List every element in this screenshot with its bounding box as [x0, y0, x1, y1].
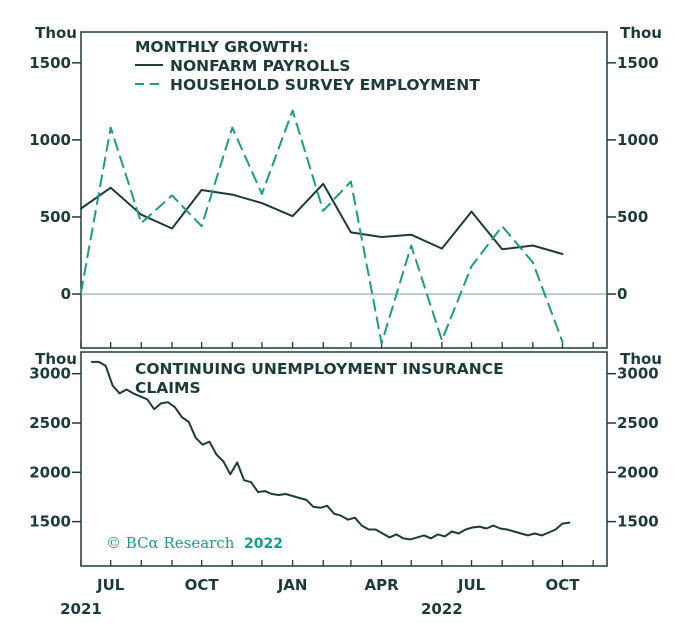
- y-tick-label-left: 1500: [29, 54, 71, 72]
- x-tick-label: JUL: [96, 576, 125, 594]
- panel-2-unit-right: Thou: [620, 350, 662, 368]
- series-line-household-survey-employment: [80, 109, 564, 345]
- y-tick-label-left: 2000: [29, 463, 71, 481]
- panel-1-unit-right: Thou: [620, 24, 662, 42]
- panel-2-title-line-1: CONTINUING UNEMPLOYMENT INSURANCE: [135, 360, 504, 378]
- x-tick-label: APR: [364, 576, 399, 594]
- panel-monthly-growth: 0 0 500 500 1000 1000 1500 1500 Thou Thou MONTH…: [29, 24, 662, 349]
- panel-continuing-claims-frame: [80, 351, 608, 567]
- x-year-label: 2022: [421, 600, 463, 618]
- y-tick-label-left: 500: [40, 208, 71, 226]
- brand-mark: © BCα Research: [106, 534, 235, 552]
- x-year-label: 2021: [60, 600, 102, 618]
- y-tick-label-left: 2500: [29, 414, 71, 432]
- panel-2-unit-left: Thou: [35, 350, 77, 368]
- y-tick-label-right: 2000: [617, 463, 659, 481]
- series-line-nonfarm-payrolls: [80, 182, 564, 255]
- series-line-continuing-claims: [90, 360, 571, 541]
- x-tick-label: JUL: [457, 576, 486, 594]
- panel-1-title: MONTHLY GROWTH:: [135, 38, 309, 56]
- y-tick-label-right: 1000: [617, 131, 659, 149]
- y-tick-label-right: 0: [617, 285, 627, 303]
- panel-monthly-growth-frame: [80, 31, 608, 349]
- x-tick-label: OCT: [185, 576, 220, 594]
- panel-continuing-claims: 1500 1500 2000 2000 2500 2500 3000 3000 Thou Th…: [29, 350, 662, 567]
- y-tick-label-left: 0: [61, 285, 71, 303]
- y-tick-label-right: 2500: [617, 414, 659, 432]
- x-tick-label: OCT: [546, 576, 581, 594]
- x-axis-labels: JUL OCT JAN APR JUL OCT 2021 2022: [60, 576, 580, 618]
- panel-1-unit-left: Thou: [35, 24, 77, 42]
- legend-household-label: HOUSEHOLD SURVEY EMPLOYMENT: [170, 76, 480, 94]
- y-tick-label-left: 3000: [29, 365, 71, 383]
- y-tick-label-left: 1000: [29, 131, 71, 149]
- y-tick-label-right: 1500: [617, 54, 659, 72]
- y-tick-label-right: 3000: [617, 365, 659, 383]
- panel-2-title-line-2: CLAIMS: [135, 379, 201, 397]
- x-tick-label: JAN: [277, 576, 308, 594]
- brand-year: 2022: [244, 536, 283, 552]
- y-tick-label-right: 1500: [617, 513, 659, 531]
- y-tick-label-right: 500: [617, 208, 648, 226]
- y-tick-label-left: 1500: [29, 513, 71, 531]
- legend-nonfarm-label: NONFARM PAYROLLS: [170, 57, 350, 75]
